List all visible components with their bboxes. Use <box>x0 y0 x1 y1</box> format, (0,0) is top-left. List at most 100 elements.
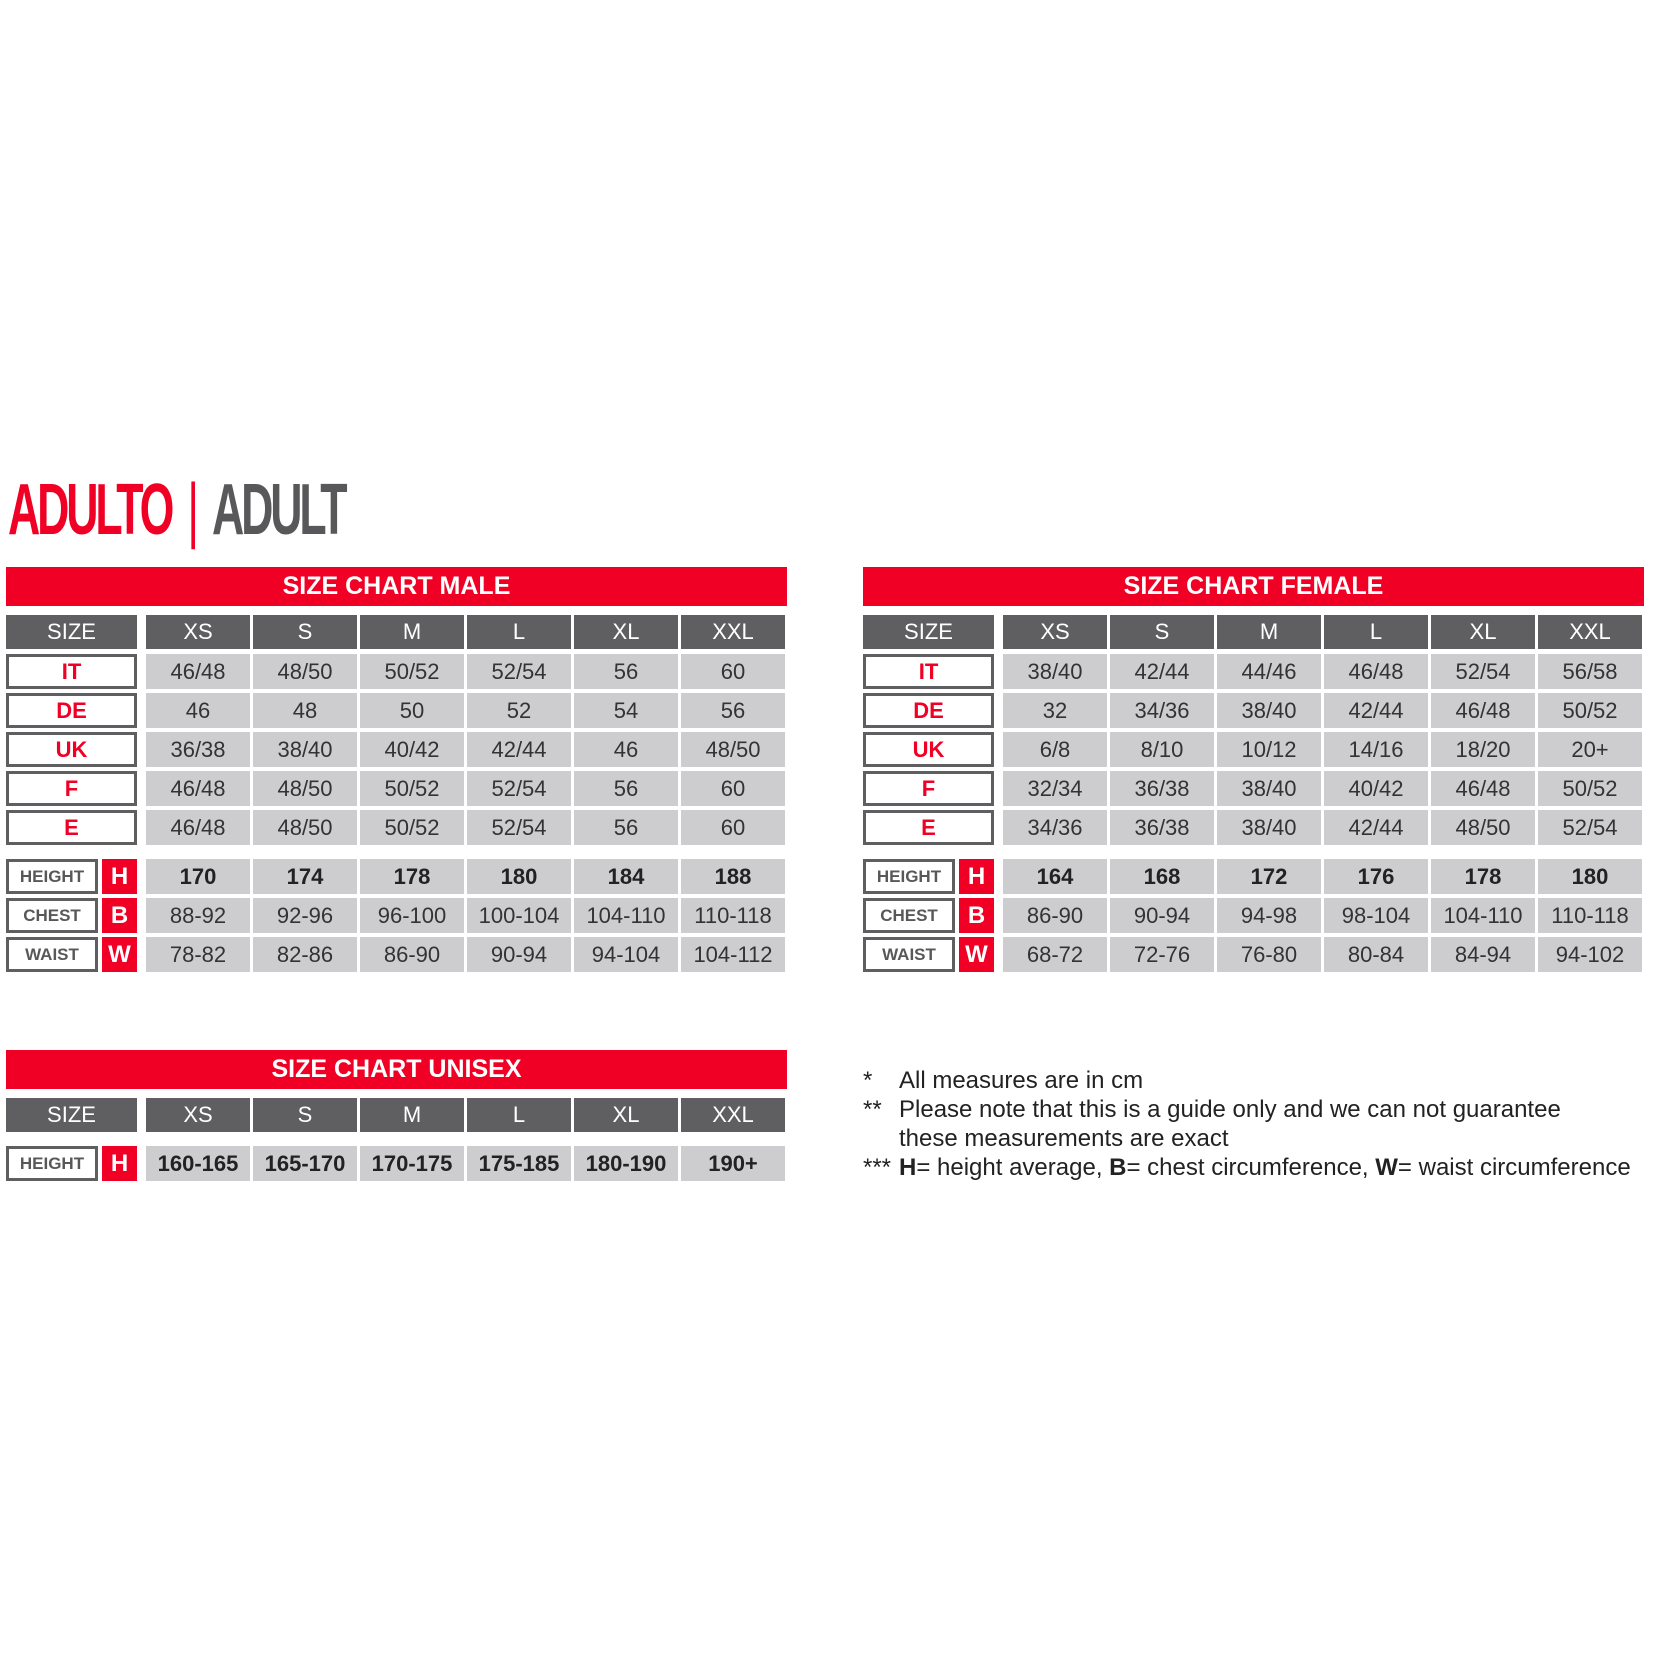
footnote-text: H= height average, B= chest circumferenc… <box>899 1153 1631 1182</box>
table-cell: 50/52 <box>360 771 464 806</box>
table-cell: 50/52 <box>1538 771 1642 806</box>
legend-letter: H <box>899 1154 917 1181</box>
footnote-marker <box>863 1124 899 1153</box>
table-cell: 72-76 <box>1110 937 1214 972</box>
table-cell: 84-94 <box>1431 937 1535 972</box>
size-header-m: M <box>1217 615 1321 649</box>
table-cell: 184 <box>574 859 678 894</box>
table-cell: 56 <box>681 693 785 728</box>
row-letter-w: W <box>102 937 137 972</box>
table-cell: 56 <box>574 810 678 845</box>
table-cell: 90-94 <box>1110 898 1214 933</box>
table-cell: 46/48 <box>146 771 250 806</box>
table-cell: 60 <box>681 771 785 806</box>
size-header-m: M <box>360 615 464 649</box>
row-label-f: F <box>6 771 137 806</box>
table-cell: 46/48 <box>146 810 250 845</box>
footnote-text: these measurements are exact <box>899 1125 1229 1152</box>
size-header-m: M <box>360 1098 464 1132</box>
table-cell: 46/48 <box>146 654 250 689</box>
row-label-chest: CHEST <box>863 898 955 933</box>
title-separator: | <box>187 470 199 550</box>
size-header-l: L <box>467 1098 571 1132</box>
table-cell: 188 <box>681 859 785 894</box>
table-cell: 48/50 <box>681 732 785 767</box>
row-letter-w: W <box>959 937 994 972</box>
legend-text: = chest circumference, <box>1126 1154 1376 1181</box>
table-cell: 40/42 <box>1324 771 1428 806</box>
size-header-label: SIZE <box>6 1098 137 1132</box>
table-cell: 175-185 <box>467 1146 571 1181</box>
table-cell: 42/44 <box>1110 654 1214 689</box>
table-cell: 104-110 <box>1431 898 1535 933</box>
table-cell: 50/52 <box>360 810 464 845</box>
row-label-height: HEIGHT <box>6 1146 98 1181</box>
table-cell: 174 <box>253 859 357 894</box>
table-cell: 190+ <box>681 1146 785 1181</box>
legend-text: = height average, <box>916 1154 1110 1181</box>
table-cell: 78-82 <box>146 937 250 972</box>
chart-title: SIZE CHART FEMALE <box>863 567 1644 606</box>
table-cell: 176 <box>1324 859 1428 894</box>
table-cell: 14/16 <box>1324 732 1428 767</box>
footnote-1: * All measures are in cm <box>863 1066 1631 1095</box>
table-cell: 36/38 <box>1110 771 1214 806</box>
table-cell: 8/10 <box>1110 732 1214 767</box>
row-label-height: HEIGHT <box>6 859 98 894</box>
footnote-2: ** Please note that this is a guide only … <box>863 1095 1631 1124</box>
table-cell: 38/40 <box>253 732 357 767</box>
table-cell: 168 <box>1110 859 1214 894</box>
footnote-4: *** H= height average, B= chest circumfer… <box>863 1153 1631 1182</box>
table-cell: 164 <box>1003 859 1107 894</box>
table-cell: 36/38 <box>146 732 250 767</box>
table-cell: 170-175 <box>360 1146 464 1181</box>
footnotes: * All measures are in cm ** Please note tha… <box>863 1066 1631 1182</box>
footnote-text: Please note that this is a guide only an… <box>899 1096 1561 1123</box>
table-cell: 46/48 <box>1431 693 1535 728</box>
size-header-l: L <box>467 615 571 649</box>
table-cell: 56/58 <box>1538 654 1642 689</box>
table-cell: 10/12 <box>1217 732 1321 767</box>
table-cell: 6/8 <box>1003 732 1107 767</box>
row-label-uk: UK <box>6 732 137 767</box>
row-label-e: E <box>863 810 994 845</box>
table-cell: 52 <box>467 693 571 728</box>
table-cell: 34/36 <box>1003 810 1107 845</box>
table-cell: 32 <box>1003 693 1107 728</box>
table-cell: 48/50 <box>253 654 357 689</box>
size-header-s: S <box>253 615 357 649</box>
size-header-xxl: XXL <box>1538 615 1642 649</box>
table-cell: 54 <box>574 693 678 728</box>
table-cell: 48 <box>253 693 357 728</box>
title-italian: ADULTO <box>8 470 174 550</box>
table-cell: 180 <box>467 859 571 894</box>
title-english: ADULT <box>211 470 348 550</box>
table-cell: 20+ <box>1538 732 1642 767</box>
table-cell: 48/50 <box>1431 810 1535 845</box>
table-cell: 42/44 <box>467 732 571 767</box>
size-header-xl: XL <box>574 615 678 649</box>
table-cell: 80-84 <box>1324 937 1428 972</box>
table-cell: 50/52 <box>1538 693 1642 728</box>
table-cell: 52/54 <box>1538 810 1642 845</box>
size-header-s: S <box>1110 615 1214 649</box>
legend-letter: B <box>1109 1154 1127 1181</box>
table-cell: 38/40 <box>1217 810 1321 845</box>
table-cell: 170 <box>146 859 250 894</box>
table-cell: 100-104 <box>467 898 571 933</box>
table-cell: 34/36 <box>1110 693 1214 728</box>
table-cell: 52/54 <box>467 771 571 806</box>
table-cell: 52/54 <box>467 810 571 845</box>
table-cell: 32/34 <box>1003 771 1107 806</box>
table-cell: 86-90 <box>360 937 464 972</box>
table-cell: 86-90 <box>1003 898 1107 933</box>
row-label-f: F <box>863 771 994 806</box>
size-header-xxl: XXL <box>681 615 785 649</box>
size-header-label: SIZE <box>863 615 994 649</box>
row-label-chest: CHEST <box>6 898 98 933</box>
row-label-it: IT <box>863 654 994 689</box>
row-letter-b: B <box>959 898 994 933</box>
table-cell: 104-112 <box>681 937 785 972</box>
table-cell: 94-102 <box>1538 937 1642 972</box>
row-letter-h: H <box>102 1146 137 1181</box>
